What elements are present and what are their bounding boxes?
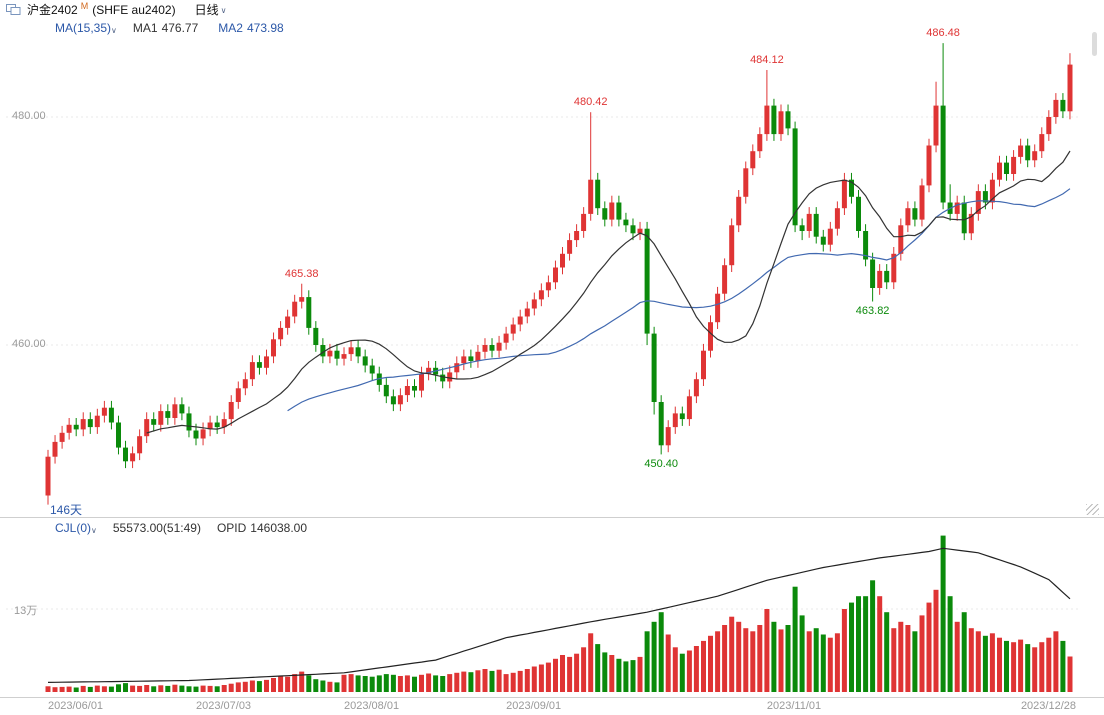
price-annotation: 450.40: [644, 458, 678, 471]
price-axis-label: 480.00: [12, 110, 46, 122]
opid-label: OPID: [216, 521, 247, 535]
price-annotation: 465.38: [284, 267, 319, 280]
volume-value: 55573.00(51:49): [112, 521, 201, 535]
date-axis-label: 2023/12/28: [1020, 700, 1076, 712]
panel-resize-handle[interactable]: [1086, 504, 1099, 515]
date-axis-label: 2023/09/01: [506, 700, 562, 712]
ma1-label: MA1: [132, 21, 158, 35]
price-annotation: 480.42: [573, 96, 608, 109]
date-axis-label: 2023/06/01: [48, 700, 104, 712]
ma2-readout: MA2 473.98: [218, 21, 287, 35]
cjl-label: CJL(0): [55, 521, 92, 535]
window-layout-icon[interactable]: [6, 3, 21, 16]
opid-value: 146038.00: [250, 521, 308, 535]
day-count-label: 146天: [50, 503, 83, 517]
ma1-readout: MA1 476.77: [133, 21, 202, 35]
price-axis-label: 460.00: [12, 338, 46, 350]
price-annotation: 484.12: [750, 54, 784, 67]
date-axis-label: 2023/07/03: [196, 700, 252, 712]
price-annotation: 463.82: [855, 305, 890, 318]
volume-indicator-row: CJL(0)∨ 55573.00(51:49) OPID 146038.00: [55, 521, 311, 535]
chevron-down-icon: ∨: [220, 6, 227, 15]
date-axis-label: 2023/11/01: [766, 700, 822, 712]
contract-code: (SHFE au2402): [92, 2, 176, 17]
x-axis-line: [0, 697, 1104, 698]
scrollbar-thumb[interactable]: [1092, 32, 1097, 56]
volume-axis-label: 13万: [14, 605, 38, 617]
date-axis-label: 2023/08/01: [344, 700, 400, 712]
ma2-label: MA2: [218, 21, 243, 35]
ma-indicator-row: MA(15,35)∨ MA1 476.77 MA2 473.98: [55, 21, 288, 35]
opid-readout: OPID 146038.00: [217, 521, 311, 535]
title-bar: 沪金2402 M (SHFE au2402) 日线 ∨: [0, 0, 1104, 19]
price-annotation: 486.48: [926, 27, 960, 40]
ma-label: MA(15,35): [55, 21, 112, 35]
main-contract-badge: M: [80, 0, 89, 11]
ma1-value: 476.77: [161, 21, 199, 35]
contract-name: 沪金2402: [27, 3, 78, 17]
panel-divider[interactable]: [0, 517, 1104, 518]
volume-settings-dropdown[interactable]: CJL(0)∨: [55, 521, 97, 535]
chevron-down-icon: ∨: [111, 26, 117, 35]
ma-settings-dropdown[interactable]: MA(15,35)∨: [55, 21, 117, 35]
chevron-down-icon: ∨: [91, 526, 97, 535]
period-selector[interactable]: 日线 ∨: [195, 1, 227, 18]
ma2-value: 473.98: [246, 21, 284, 35]
period-label: 日线: [194, 3, 219, 17]
